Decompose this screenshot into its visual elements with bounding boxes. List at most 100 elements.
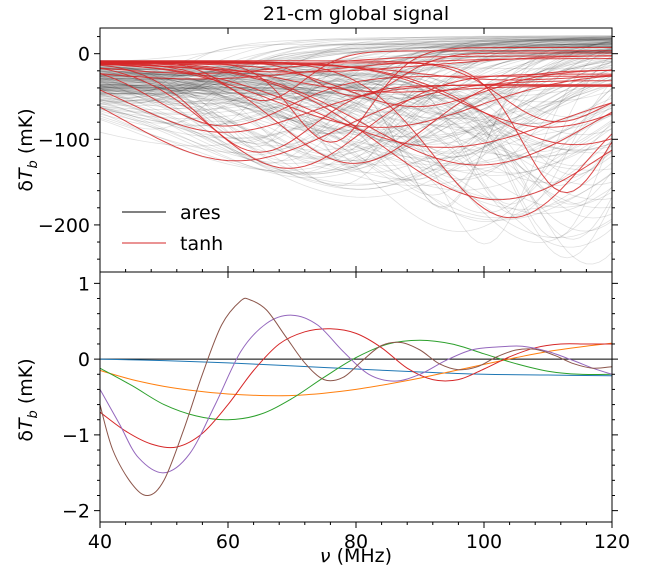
ares-curve <box>100 36 612 104</box>
ares-curve <box>100 41 612 102</box>
ares-curve <box>100 82 612 138</box>
ares-curve <box>100 87 612 167</box>
ares-curve <box>100 38 612 105</box>
residual-series-1 <box>100 342 612 397</box>
ares-curve <box>100 78 612 174</box>
ares-curve <box>100 88 612 239</box>
ares-curve <box>100 51 612 187</box>
residual-series-2 <box>100 339 612 421</box>
top-ytick-label: 0 <box>78 44 90 66</box>
ares-curve <box>100 39 612 156</box>
ares-curve <box>100 51 612 78</box>
ares-curve <box>100 84 612 128</box>
ares-curve <box>100 66 612 146</box>
ares-curve <box>100 39 612 96</box>
ares-curve <box>100 69 612 159</box>
ares-curve <box>100 43 612 110</box>
ares-curve <box>100 45 612 155</box>
ares-curve <box>100 73 612 165</box>
ares-curve <box>100 46 612 110</box>
legend-label-tanh: tanh <box>180 233 223 255</box>
ares-curve <box>100 84 612 176</box>
tanh-curve <box>100 84 612 133</box>
ares-curve <box>100 44 612 82</box>
xtick-label: 120 <box>594 531 630 553</box>
residual-series-4 <box>100 314 612 474</box>
residual-series-3 <box>100 328 612 449</box>
top-panel-curves <box>100 35 612 265</box>
ares-curve <box>100 67 612 221</box>
tanh-curve <box>100 67 612 169</box>
ares-curve <box>100 46 612 166</box>
ares-curve <box>100 62 612 174</box>
xtick-label: 100 <box>466 531 502 553</box>
ares-curve <box>100 82 612 137</box>
tanh-curve <box>100 63 612 201</box>
ares-curve <box>100 74 612 259</box>
ares-curve <box>100 85 612 222</box>
tanh-curve <box>100 60 612 93</box>
xtick-label: 60 <box>216 531 240 553</box>
tanh-curve <box>100 64 612 153</box>
ares-curve <box>100 38 612 86</box>
ares-curve <box>100 86 612 186</box>
tanh-curve <box>100 63 612 148</box>
ares-curve <box>100 47 612 245</box>
ares-curve <box>100 70 612 198</box>
ares-curve <box>100 35 612 86</box>
ares-curve <box>100 35 612 124</box>
ares-curve <box>100 51 612 115</box>
top-panel-ylabel: δTb (mK) <box>15 108 41 191</box>
ares-curve <box>100 47 612 127</box>
top-ytick-label: −100 <box>38 129 90 151</box>
top-ytick-label: −200 <box>38 215 90 237</box>
ares-curve <box>100 41 612 139</box>
tanh-curve <box>100 80 612 162</box>
ares-curve <box>100 47 612 158</box>
ares-curve <box>100 75 612 183</box>
ares-curve <box>100 83 612 191</box>
ares-curve <box>100 85 612 186</box>
bottom-panel-xlabel: ν (MHz) <box>320 545 392 567</box>
tanh-curve <box>100 52 612 97</box>
ares-curve <box>100 43 612 109</box>
ares-curve <box>100 45 612 100</box>
xtick-label: 40 <box>88 531 112 553</box>
residual-series-0 <box>100 358 612 377</box>
ares-curve <box>100 38 612 101</box>
ares-curve <box>100 83 612 205</box>
ares-curve <box>100 40 612 78</box>
ares-curve <box>100 73 612 118</box>
ares-curve <box>100 43 612 136</box>
ares-curve <box>100 43 612 209</box>
xtick-label: 80 <box>344 531 368 553</box>
ares-curve <box>100 75 612 166</box>
ares-curve <box>100 41 612 171</box>
ares-curve <box>100 61 612 167</box>
residual-series-5 <box>100 297 612 497</box>
tanh-curve <box>100 73 612 127</box>
ares-curve <box>100 82 612 100</box>
legend-label-ares: ares <box>180 202 221 224</box>
ares-curve <box>100 42 612 147</box>
ares-curve <box>100 78 612 185</box>
ares-curve <box>100 52 612 179</box>
ares-curve <box>100 44 612 148</box>
ares-curve <box>100 68 612 219</box>
ares-curve <box>100 60 612 143</box>
ares-curve <box>100 75 612 265</box>
ares-curve <box>100 51 612 151</box>
ares-curve <box>100 38 612 119</box>
ares-curve <box>100 78 612 96</box>
ares-curve <box>100 51 612 107</box>
axes: 0 −100 −200 1 0 −1 −2 40 60 80 100 120 <box>38 27 630 553</box>
ares-curve <box>100 75 612 180</box>
ares-curve <box>100 58 612 131</box>
ares-curve <box>100 69 612 186</box>
ares-curve <box>100 69 612 159</box>
ares-curve <box>100 51 612 127</box>
ares-curve <box>100 45 612 93</box>
ares-curve <box>100 49 612 91</box>
tanh-curve <box>100 50 612 102</box>
